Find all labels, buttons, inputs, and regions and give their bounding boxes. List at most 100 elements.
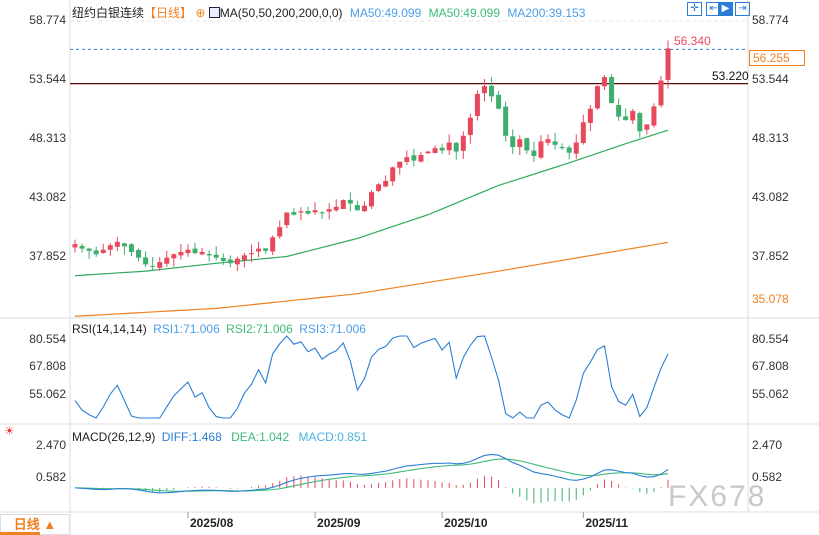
right-price-label: 58.774 [752, 13, 789, 27]
candle [79, 245, 85, 249]
instrument-title: 纽约白银连续 [72, 6, 145, 20]
macd-header: MACD(26,12,9) DIFF:1.468 DEA:1.042 MACD:… [72, 430, 367, 444]
x-tick-label: 2025/10 [444, 516, 488, 530]
candle [312, 210, 318, 213]
crosshair-tool-icon[interactable]: ✛ [687, 2, 702, 16]
candle [178, 251, 184, 256]
left-macd-label: 2.470 [35, 437, 66, 452]
left-price-label: 37.852 [29, 249, 66, 264]
go-latest-icon[interactable]: ⇥ [735, 2, 750, 16]
candle [319, 212, 325, 214]
candle [623, 116, 629, 120]
play-icon[interactable]: ▶ [718, 2, 733, 16]
indicator-icon[interactable] [208, 7, 220, 18]
candle [333, 206, 339, 211]
chart-header: 纽约白银连续【日线】 ⊕ MA(50,50,200,200,0,0) MA50:… [72, 4, 585, 21]
candle [347, 199, 353, 204]
ma-indicator-name: MA(50,50,200,200,0,0) [219, 6, 343, 20]
rsi-name: RSI(14,14,14) [72, 322, 147, 336]
candle [411, 155, 417, 161]
macd-name: MACD(26,12,9) [72, 430, 156, 444]
candle [291, 212, 297, 215]
high-price-label: 56.340 [674, 34, 711, 48]
right-price-label: 53.544 [752, 72, 789, 86]
right-rsi-label: 80.554 [752, 332, 789, 346]
candle [453, 142, 459, 152]
ma200-value: MA200:39.153 [507, 6, 586, 20]
rsi-header: RSI(14,14,14) RSI1:71.006 RSI2:71.006 RS… [72, 322, 366, 336]
settings-sun-icon[interactable]: ☀ [4, 424, 15, 438]
candle [439, 147, 445, 151]
candle [418, 154, 424, 162]
candle [665, 48, 671, 80]
left-rsi-label: 67.808 [29, 359, 66, 374]
candle [474, 94, 480, 116]
crosshair-icon[interactable]: ⊕ [195, 6, 206, 20]
candle [531, 150, 537, 157]
candle [277, 227, 283, 237]
period-label[interactable]: 【日线】 [144, 6, 193, 20]
right-price-label: 43.082 [752, 190, 789, 205]
right-rsi-label: 67.808 [752, 359, 789, 374]
candle [361, 205, 367, 212]
candle [354, 205, 360, 211]
candle [425, 151, 431, 154]
candle [136, 249, 142, 258]
rsi1-value: RSI1:71.006 [153, 322, 220, 336]
right-price-label: 37.852 [752, 249, 789, 264]
resistance-label: 53.220 [712, 69, 749, 83]
candle [446, 142, 452, 151]
candle [545, 139, 551, 143]
rsi3-value: RSI3:71.006 [299, 322, 366, 336]
diff-value: DIFF:1.468 [161, 430, 222, 444]
candle [128, 244, 134, 252]
rsi-line [74, 335, 669, 419]
candle [644, 124, 650, 130]
candle [241, 255, 247, 261]
candle [199, 251, 205, 255]
candle [552, 141, 558, 145]
candle [460, 135, 466, 151]
candle [150, 265, 156, 267]
candle [658, 80, 664, 106]
ma50-value-2: MA50:49.099 [428, 6, 500, 20]
candle [185, 249, 191, 254]
left-rsi-label: 80.554 [29, 332, 66, 346]
diff-line [74, 453, 669, 494]
candle [213, 254, 219, 258]
candle [404, 157, 410, 162]
min-price-label: 35.078 [752, 292, 789, 306]
candle [467, 117, 473, 135]
candle [326, 209, 332, 212]
candle [171, 254, 177, 259]
candle [164, 257, 170, 264]
candle [609, 77, 615, 104]
candle [489, 85, 495, 97]
candle [220, 257, 226, 262]
candle [390, 167, 396, 182]
x-tick-label: 2025/09 [317, 516, 361, 530]
candle [270, 237, 276, 252]
candle [100, 249, 106, 253]
candle [637, 113, 643, 132]
right-rsi-label: 55.062 [752, 386, 789, 401]
candle [298, 211, 304, 213]
candle [496, 94, 502, 109]
candle [580, 122, 586, 144]
candle [305, 210, 311, 214]
candle [630, 110, 636, 121]
candle [517, 139, 523, 148]
x-tick-label: 2025/08 [189, 516, 234, 530]
candle [538, 141, 544, 158]
candle [432, 148, 438, 153]
candle [86, 248, 92, 251]
candle [227, 259, 233, 264]
candle [566, 147, 572, 153]
candle [192, 248, 198, 254]
candle [383, 180, 389, 187]
candle [573, 142, 579, 154]
candle [594, 86, 600, 109]
watermark: FX678 [668, 480, 767, 513]
x-tick-label: 2025/11 [585, 516, 629, 530]
